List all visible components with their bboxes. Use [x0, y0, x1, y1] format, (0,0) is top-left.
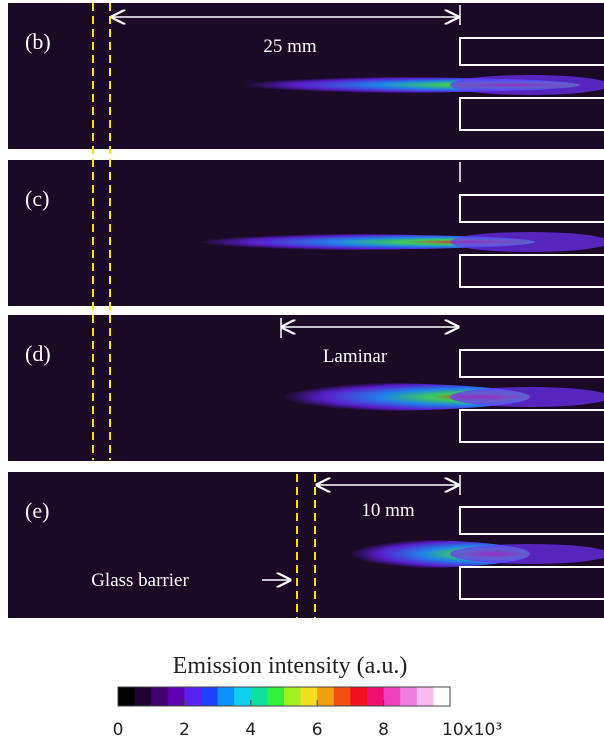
colorbar-frame	[117, 686, 451, 707]
nozzle-plume	[450, 75, 604, 95]
colorbar-segment	[201, 687, 219, 706]
panel-label: (b)	[25, 29, 51, 54]
colorbar-segment	[167, 687, 185, 706]
nozzle	[459, 349, 604, 378]
tick-label: 4	[245, 720, 256, 740]
tick-label: 2	[179, 720, 190, 740]
colorbar-segment	[217, 687, 235, 706]
colorbar-segment	[250, 687, 268, 706]
plume	[290, 540, 530, 568]
colorbar-segment	[317, 687, 335, 706]
panel-label: (d)	[25, 341, 51, 366]
nozzle	[459, 194, 604, 223]
nozzle-plume	[450, 387, 604, 407]
plume	[85, 234, 535, 250]
panel-label: (c)	[25, 186, 49, 211]
note: Glass barrier	[91, 570, 189, 591]
tick-label: 6	[312, 720, 323, 740]
colorbar-segment	[184, 687, 202, 706]
plume	[200, 383, 530, 411]
nozzle	[459, 566, 604, 600]
nozzle	[459, 254, 604, 288]
colorbar-segment	[118, 687, 136, 706]
guides	[92, 3, 316, 618]
tick-label: 10x10³	[442, 720, 502, 740]
colorbar-segment	[151, 687, 169, 706]
colorbar-segment	[284, 687, 302, 706]
annotation: 10 mm	[361, 500, 415, 521]
arrows	[112, 5, 461, 580]
colorbar-segment	[234, 687, 252, 706]
panels: (b) (c) (d) (e)	[8, 3, 604, 618]
colorbar-title: Emission intensity (a.u.)	[173, 653, 408, 679]
colorbar: 0 2 4 6 8 10x10³	[113, 686, 502, 740]
nozzle-plume	[450, 544, 604, 564]
nozzle-plume	[450, 232, 604, 252]
nozzle	[459, 409, 604, 443]
colorbar-segment	[134, 687, 152, 706]
colorbar-segment	[267, 687, 285, 706]
nozzle	[459, 506, 604, 535]
annotation: 25 mm	[263, 36, 317, 57]
colorbar-segment	[333, 687, 351, 706]
tick-label: 8	[378, 720, 389, 740]
colorbar-segment	[383, 687, 401, 706]
colorbar-segment	[350, 687, 368, 706]
colorbar-segment	[433, 687, 451, 706]
annotation: Laminar	[323, 346, 388, 367]
colorbar-segment	[400, 687, 418, 706]
colorbar-segment	[367, 687, 385, 706]
nozzle	[459, 97, 604, 131]
tick-label: 0	[113, 720, 124, 740]
nozzle	[459, 37, 604, 66]
colorbar-segment	[416, 687, 434, 706]
panel-label: (e)	[25, 498, 49, 523]
colorbar-segment	[300, 687, 318, 706]
